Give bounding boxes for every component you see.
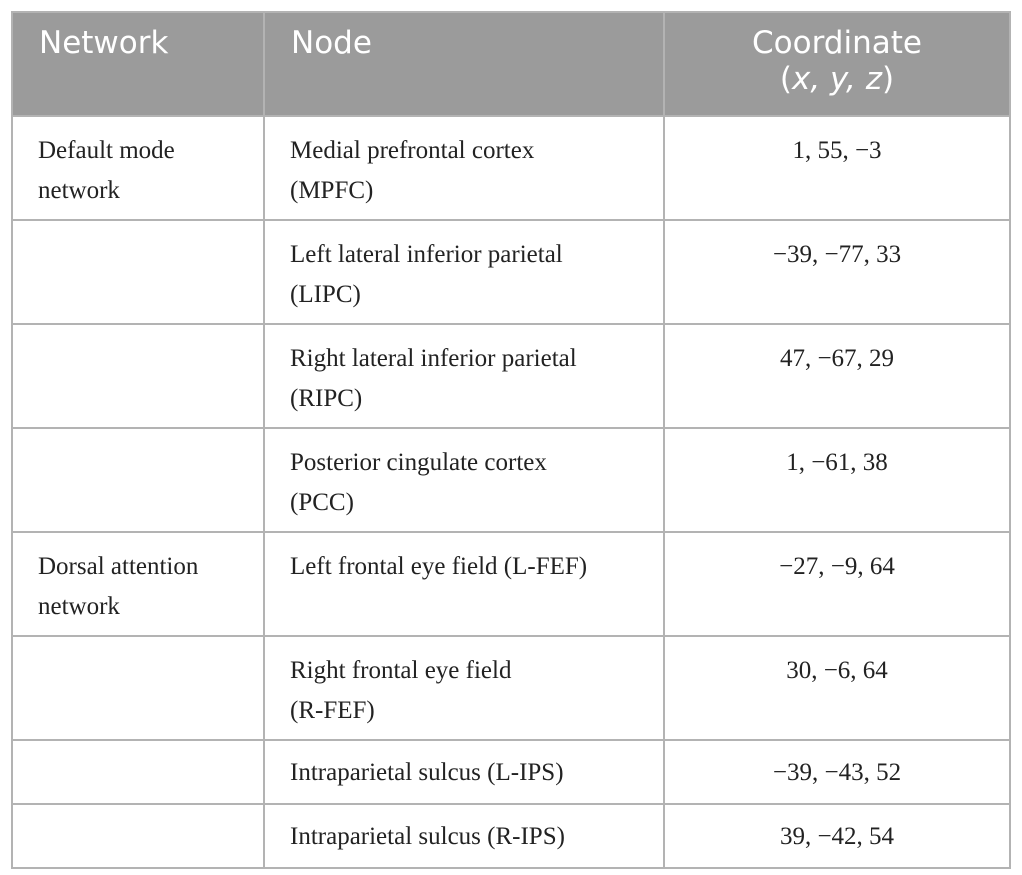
table-header: Network Node Coordinate (x, y, z) bbox=[11, 11, 1011, 117]
table-row: Left lateral inferior parietal (LIPC) −39… bbox=[11, 219, 1011, 325]
node-line1: Left lateral inferior parietal bbox=[290, 241, 563, 268]
table-row: Right lateral inferior parietal (RIPC) 47… bbox=[11, 323, 1011, 429]
node-cell: Intraparietal sulcus (R-IPS) bbox=[263, 803, 665, 869]
header-network: Network bbox=[11, 11, 265, 117]
table-body: Default mode network Medial prefrontal co… bbox=[11, 115, 1011, 869]
node-line1: Left frontal eye field (L-FEF) bbox=[290, 553, 588, 580]
node-line1: Intraparietal sulcus (R-IPS) bbox=[290, 823, 565, 850]
network-line1: Default mode bbox=[38, 137, 175, 164]
header-coordinate-close-paren: ) bbox=[881, 61, 895, 97]
node-cell: Left frontal eye field (L-FEF) bbox=[263, 531, 665, 637]
network-cell bbox=[11, 739, 265, 805]
node-line1: Medial prefrontal cortex bbox=[290, 137, 535, 164]
network-line1: Dorsal attention bbox=[38, 553, 199, 580]
coordinates-table-container: Network Node Coordinate (x, y, z) Defaul… bbox=[11, 11, 1011, 869]
node-line1: Right lateral inferior parietal bbox=[290, 345, 577, 372]
node-line2: (LIPC) bbox=[290, 281, 361, 308]
network-node-coordinates-table: Network Node Coordinate (x, y, z) Defaul… bbox=[11, 11, 1011, 869]
network-cell: Default mode network bbox=[11, 115, 265, 221]
coordinate-cell: 1, 55, −3 bbox=[663, 115, 1011, 221]
network-cell bbox=[11, 323, 265, 429]
node-cell: Intraparietal sulcus (L-IPS) bbox=[263, 739, 665, 805]
table-row: Dorsal attention network Left frontal eye… bbox=[11, 531, 1011, 637]
node-cell: Right lateral inferior parietal (RIPC) bbox=[263, 323, 665, 429]
table-row: Intraparietal sulcus (R-IPS) 39, −42, 54 bbox=[11, 803, 1011, 869]
coordinate-cell: −27, −9, 64 bbox=[663, 531, 1011, 637]
coordinate-cell: 47, −67, 29 bbox=[663, 323, 1011, 429]
node-line2: (RIPC) bbox=[290, 385, 363, 412]
network-line2: network bbox=[38, 177, 120, 204]
node-line1: Right frontal eye field bbox=[290, 657, 512, 684]
header-coordinate-line2: (x, y, z) bbox=[665, 61, 1009, 97]
node-cell: Posterior cingulate cortex (PCC) bbox=[263, 427, 665, 533]
header-coordinate-line1: Coordinate bbox=[752, 25, 922, 61]
network-cell bbox=[11, 803, 265, 869]
coordinate-cell: −39, −43, 52 bbox=[663, 739, 1011, 805]
coordinate-cell: 30, −6, 64 bbox=[663, 635, 1011, 741]
node-line2: (R-FEF) bbox=[290, 697, 375, 724]
coordinate-cell: 1, −61, 38 bbox=[663, 427, 1011, 533]
header-coordinate: Coordinate (x, y, z) bbox=[663, 11, 1011, 117]
network-line2: network bbox=[38, 593, 120, 620]
table-row: Right frontal eye field (R-FEF) 30, −6, 6… bbox=[11, 635, 1011, 741]
table-row: Intraparietal sulcus (L-IPS) −39, −43, 5… bbox=[11, 739, 1011, 805]
node-cell: Right frontal eye field (R-FEF) bbox=[263, 635, 665, 741]
node-cell: Left lateral inferior parietal (LIPC) bbox=[263, 219, 665, 325]
network-cell: Dorsal attention network bbox=[11, 531, 265, 637]
network-cell bbox=[11, 219, 265, 325]
node-line1: Posterior cingulate cortex bbox=[290, 449, 547, 476]
coordinate-cell: −39, −77, 33 bbox=[663, 219, 1011, 325]
table-row: Posterior cingulate cortex (PCC) 1, −61, … bbox=[11, 427, 1011, 533]
coordinate-cell: 39, −42, 54 bbox=[663, 803, 1011, 869]
network-cell bbox=[11, 635, 265, 741]
node-line2: (PCC) bbox=[290, 489, 354, 516]
network-cell bbox=[11, 427, 265, 533]
node-line2: (MPFC) bbox=[290, 177, 374, 204]
header-row: Network Node Coordinate (x, y, z) bbox=[11, 11, 1011, 117]
table-row: Default mode network Medial prefrontal co… bbox=[11, 115, 1011, 221]
header-coordinate-axes: x, y, z bbox=[792, 61, 882, 97]
header-coordinate-open-paren: ( bbox=[779, 61, 792, 97]
header-node: Node bbox=[263, 11, 665, 117]
node-cell: Medial prefrontal cortex (MPFC) bbox=[263, 115, 665, 221]
node-line1: Intraparietal sulcus (L-IPS) bbox=[290, 759, 564, 786]
